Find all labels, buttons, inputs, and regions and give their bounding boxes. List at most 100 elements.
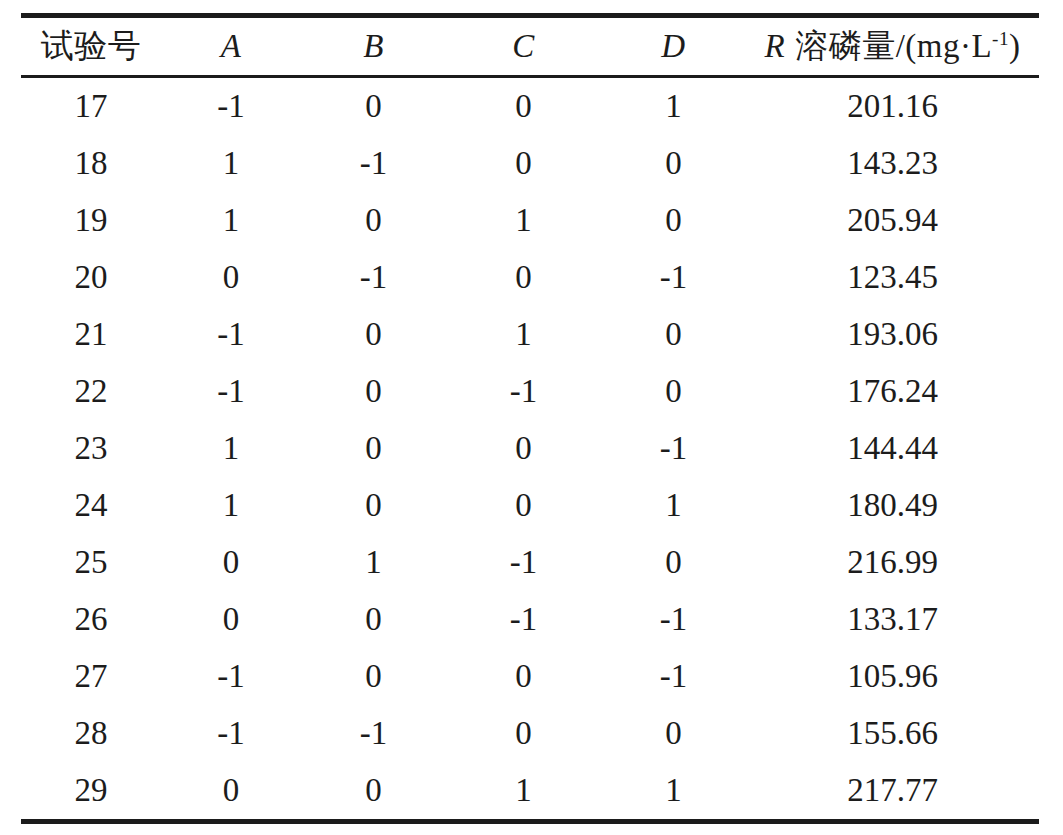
table-row: 27-100-1105.96: [21, 648, 1039, 705]
table-cell: 26: [21, 591, 161, 648]
table-cell: 105.96: [746, 648, 1039, 705]
table-cell: 0: [161, 762, 301, 822]
factor-a-label: A: [221, 28, 242, 64]
table-cell: 0: [301, 363, 446, 420]
r-unit-label: 溶磷量/(mg·L: [795, 28, 992, 64]
table-cell: 180.49: [746, 477, 1039, 534]
table-row: 2501-10216.99: [21, 534, 1039, 591]
column-header-factor-d: D: [601, 16, 746, 77]
table-cell: 24: [21, 477, 161, 534]
table-cell: -1: [161, 77, 301, 136]
table-cell: -1: [301, 705, 446, 762]
table-row: 22-10-10176.24: [21, 363, 1039, 420]
column-header-response-r: R 溶磷量/(mg·L-1): [746, 16, 1039, 77]
table-cell: -1: [161, 648, 301, 705]
factor-d-label: D: [661, 28, 685, 64]
table-row: 23100-1144.44: [21, 420, 1039, 477]
table-cell: 0: [301, 477, 446, 534]
table-cell: 144.44: [746, 420, 1039, 477]
table-cell: 205.94: [746, 192, 1039, 249]
table-row: 241001180.49: [21, 477, 1039, 534]
table-cell: 20: [21, 249, 161, 306]
table-cell: 0: [301, 306, 446, 363]
table-cell: 29: [21, 762, 161, 822]
table-cell: 0: [446, 249, 601, 306]
r-unit-superscript: -1: [992, 28, 1009, 49]
table-cell: 28: [21, 705, 161, 762]
table-cell: -1: [301, 135, 446, 192]
table-cell: 0: [601, 705, 746, 762]
table-cell: 0: [601, 534, 746, 591]
table-cell: 0: [301, 192, 446, 249]
table-cell: -1: [161, 306, 301, 363]
table-cell: 0: [161, 534, 301, 591]
header-row: 试验号 A B C D R 溶磷量/(mg·L-1): [21, 16, 1039, 77]
table-cell: 133.17: [746, 591, 1039, 648]
table-cell: 1: [601, 762, 746, 822]
table-cell: 0: [601, 135, 746, 192]
table-cell: 1: [161, 135, 301, 192]
column-header-factor-a: A: [161, 16, 301, 77]
table-cell: 1: [446, 306, 601, 363]
table-cell: 25: [21, 534, 161, 591]
table-cell: 18: [21, 135, 161, 192]
table-cell: -1: [161, 363, 301, 420]
table-cell: 0: [446, 705, 601, 762]
table-cell: 217.77: [746, 762, 1039, 822]
table-cell: -1: [161, 705, 301, 762]
table-cell: 0: [301, 420, 446, 477]
factor-b-label: B: [363, 28, 384, 64]
table-row: 2600-1-1133.17: [21, 591, 1039, 648]
table-cell: 0: [446, 77, 601, 136]
table-cell: 155.66: [746, 705, 1039, 762]
table-cell: -1: [601, 648, 746, 705]
table-cell: 0: [601, 306, 746, 363]
table-cell: 0: [446, 135, 601, 192]
table-cell: 0: [301, 648, 446, 705]
table-cell: 27: [21, 648, 161, 705]
table-cell: 1: [601, 77, 746, 136]
table-cell: 1: [161, 477, 301, 534]
table-cell: 1: [601, 477, 746, 534]
table-row: 191010205.94: [21, 192, 1039, 249]
table-cell: 23: [21, 420, 161, 477]
column-header-factor-c: C: [446, 16, 601, 77]
table-body: 17-1001201.16181-100143.23191010205.9420…: [21, 77, 1039, 822]
table-cell: 143.23: [746, 135, 1039, 192]
r-unit-suffix: ): [1009, 28, 1021, 64]
table-cell: 0: [446, 648, 601, 705]
table-cell: 0: [161, 249, 301, 306]
table-cell: 0: [301, 591, 446, 648]
experiment-results-table: 试验号 A B C D R溶磷量/(mg·L-1) 17-1001201.161…: [21, 13, 1039, 824]
table-cell: 123.45: [746, 249, 1039, 306]
table-cell: 0: [601, 192, 746, 249]
table-cell: -1: [301, 249, 446, 306]
table-cell: 1: [301, 534, 446, 591]
table-cell: 0: [161, 591, 301, 648]
table-cell: -1: [446, 534, 601, 591]
table-cell: 1: [446, 192, 601, 249]
table-row: 21-1010193.06: [21, 306, 1039, 363]
experiment-table-container: 试验号 A B C D R溶磷量/(mg·L-1) 17-1001201.161…: [21, 13, 1039, 824]
table-cell: 0: [301, 762, 446, 822]
table-cell: -1: [601, 249, 746, 306]
table-cell: 176.24: [746, 363, 1039, 420]
table-cell: -1: [601, 591, 746, 648]
column-header-experiment-no: 试验号: [21, 16, 161, 77]
table-row: 17-1001201.16: [21, 77, 1039, 136]
table-row: 290011217.77: [21, 762, 1039, 822]
table-cell: 1: [446, 762, 601, 822]
table-row: 181-100143.23: [21, 135, 1039, 192]
table-cell: 193.06: [746, 306, 1039, 363]
table-cell: -1: [601, 420, 746, 477]
factor-c-label: C: [512, 28, 535, 64]
table-row: 28-1-100155.66: [21, 705, 1039, 762]
table-cell: 0: [301, 77, 446, 136]
table-row: 200-10-1123.45: [21, 249, 1039, 306]
table-header: 试验号 A B C D R 溶磷量/(mg·L-1): [21, 16, 1039, 77]
r-symbol: R: [764, 28, 785, 64]
table-cell: 17: [21, 77, 161, 136]
table-cell: -1: [446, 591, 601, 648]
table-cell: 201.16: [746, 77, 1039, 136]
table-cell: 22: [21, 363, 161, 420]
